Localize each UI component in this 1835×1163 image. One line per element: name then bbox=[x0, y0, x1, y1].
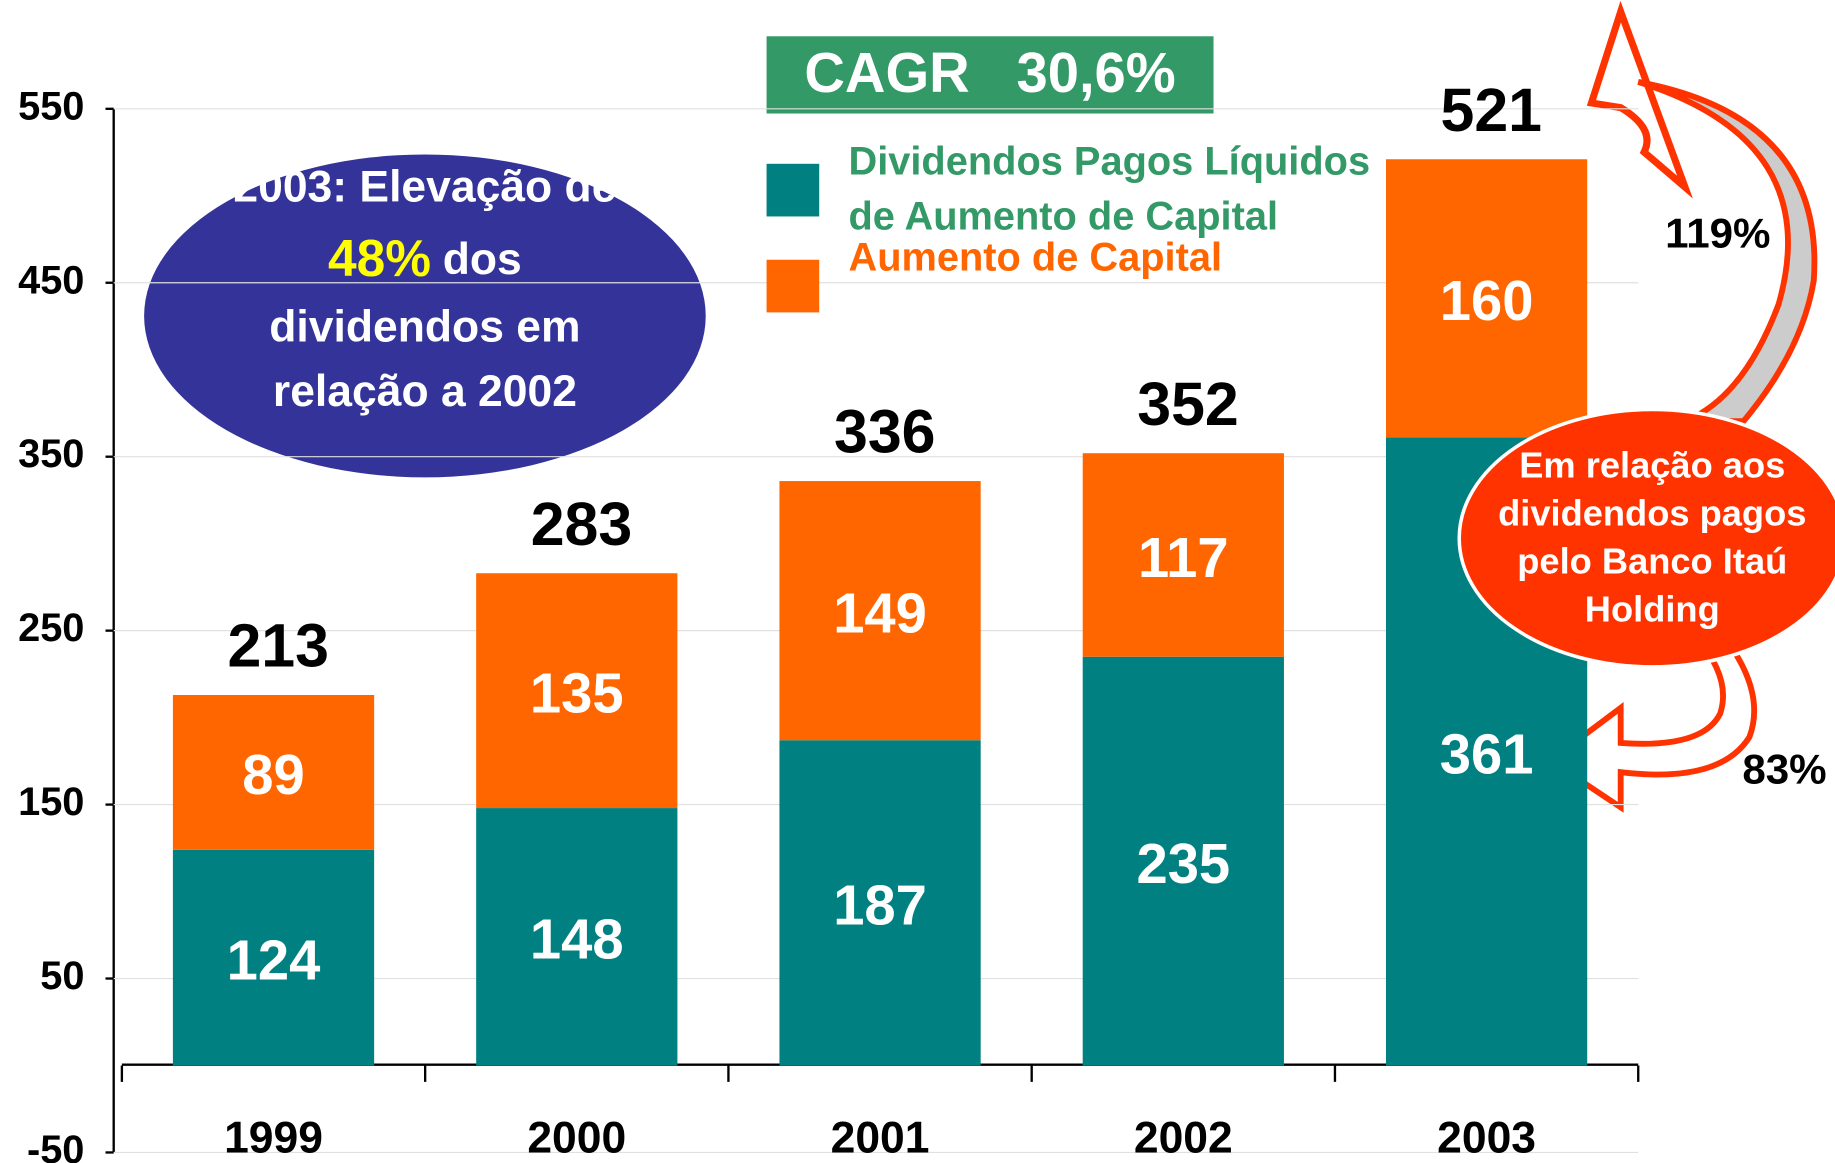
legend-swatch bbox=[766, 163, 820, 217]
segment-label: 117 bbox=[1138, 526, 1229, 589]
callout-line: Holding bbox=[1585, 588, 1720, 629]
segment-label: 149 bbox=[833, 581, 927, 644]
bar-segment bbox=[172, 694, 375, 850]
segment-label: 235 bbox=[1136, 832, 1230, 895]
segment-label: 187 bbox=[833, 874, 927, 937]
y-tick-label: 350 bbox=[18, 432, 84, 476]
bar-segment bbox=[779, 481, 981, 741]
x-tick-label: 2003 bbox=[1437, 1114, 1536, 1163]
highlight: 48% bbox=[328, 229, 431, 287]
segment-label: 89 bbox=[242, 743, 304, 806]
cagr-box bbox=[766, 36, 1214, 114]
segment-label: 135 bbox=[530, 661, 624, 724]
y-tick-label: 50 bbox=[40, 954, 84, 998]
total-label: 352 bbox=[1137, 370, 1239, 438]
y-tick-label: 550 bbox=[18, 84, 84, 128]
legend-box: Dividendos Pagos Líquidos de Aumento de … bbox=[848, 139, 1371, 239]
x-tick-label: 2002 bbox=[1134, 1114, 1233, 1163]
bar-segment bbox=[476, 573, 678, 809]
segment-label: 124 bbox=[227, 929, 321, 992]
upper-pct: 119% bbox=[1665, 209, 1770, 256]
info-ellipse bbox=[144, 154, 706, 478]
y-tick-label: 150 bbox=[18, 780, 84, 824]
callout-line: Em relação aos bbox=[1519, 445, 1785, 486]
arrow-curve-down bbox=[1545, 628, 1758, 813]
segment-label: 361 bbox=[1440, 722, 1534, 785]
callout-ellipse bbox=[1457, 407, 1835, 669]
y-tick-label: -50 bbox=[27, 1128, 84, 1163]
total-label: 336 bbox=[834, 398, 936, 466]
segment-label: 148 bbox=[530, 908, 624, 971]
x-tick-label: 1999 bbox=[224, 1114, 323, 1163]
legend-swatch bbox=[766, 259, 820, 313]
ellipse-line: 2003: Elevação de bbox=[233, 162, 616, 211]
legend-box: Aumento de Capital bbox=[848, 235, 1222, 280]
y-tick-label: 450 bbox=[18, 258, 84, 302]
ellipse-line: relação a 2002 bbox=[273, 367, 577, 416]
legend-label: Aumento de Capital bbox=[848, 235, 1222, 280]
bar-segment bbox=[779, 740, 981, 1066]
cagr-label: CAGR 30,6% bbox=[804, 41, 1175, 104]
lower-pct: 83% bbox=[1742, 745, 1826, 792]
x-tick-label: 2000 bbox=[527, 1114, 626, 1163]
total-label: 521 bbox=[1441, 76, 1543, 144]
total-label: 213 bbox=[227, 612, 329, 680]
y-tick-label: 250 bbox=[18, 606, 84, 650]
segment-label: 160 bbox=[1440, 269, 1534, 332]
x-tick-label: 2001 bbox=[831, 1114, 930, 1163]
ellipse-word: dos bbox=[443, 235, 522, 284]
ellipse-line: dividendos em bbox=[269, 303, 580, 352]
total-label: 283 bbox=[531, 490, 633, 558]
callout-line: pelo Banco Itaú bbox=[1517, 541, 1787, 582]
bar-segment bbox=[1385, 159, 1588, 438]
bar-segment bbox=[476, 808, 678, 1066]
bar-segment bbox=[1082, 453, 1284, 657]
arrow-head-up bbox=[1586, 0, 1693, 199]
callout-line: dividendos pagos bbox=[1498, 493, 1806, 534]
legend-label: Dividendos Pagos Líquidos de Aumento de … bbox=[848, 139, 1371, 239]
ellipse-line: 48% dos bbox=[328, 229, 522, 287]
bar-segment bbox=[1082, 656, 1284, 1066]
bar-segment bbox=[172, 849, 375, 1066]
